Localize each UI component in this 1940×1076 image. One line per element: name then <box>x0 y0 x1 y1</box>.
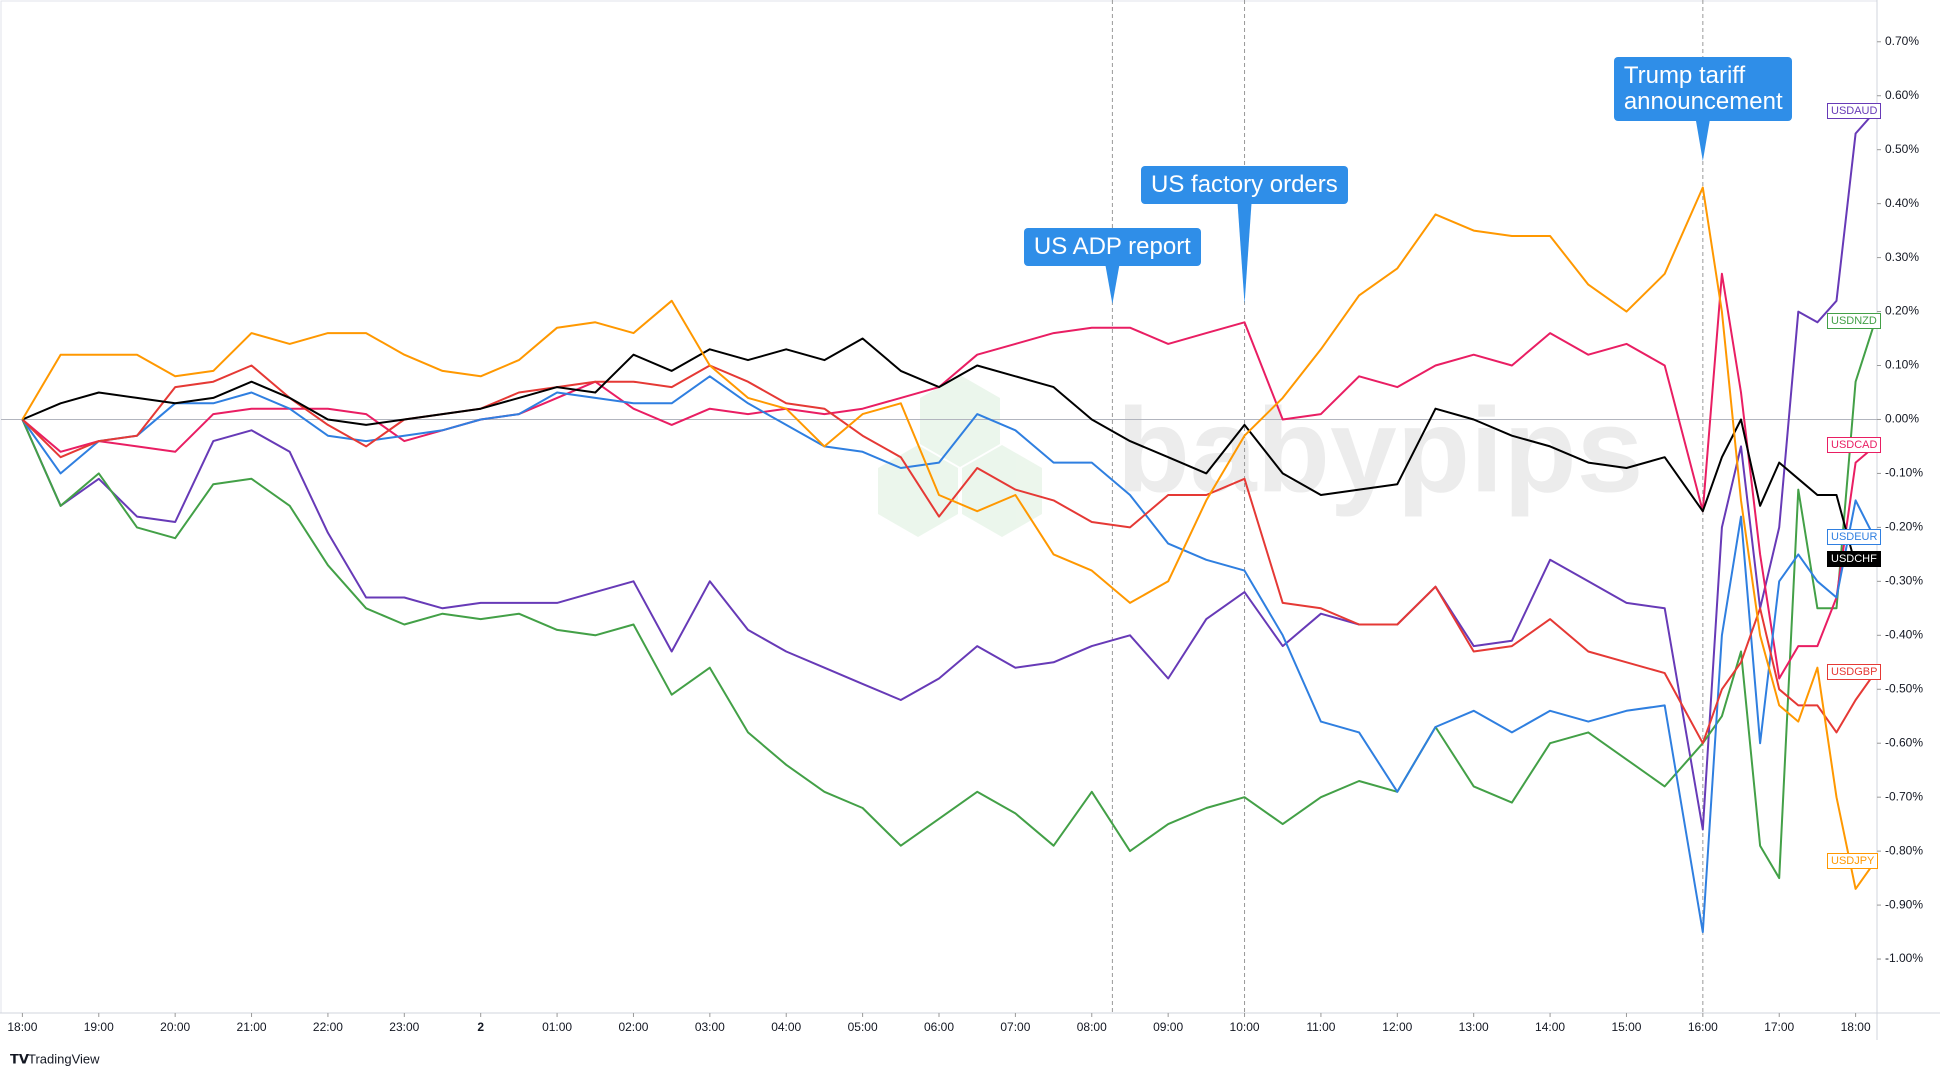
x-tick-label: 16:00 <box>1688 1020 1718 1034</box>
y-tick-label: -1.00% <box>1885 951 1923 965</box>
y-tick-label: 0.30% <box>1885 250 1919 264</box>
series-tag: USDNZD <box>1827 313 1881 330</box>
x-tick-label: 09:00 <box>1153 1020 1183 1034</box>
x-tick-label: 05:00 <box>848 1020 878 1034</box>
annotation: US factory orders <box>1141 166 1348 204</box>
series-line <box>21 375 1876 934</box>
series-line <box>21 186 1876 890</box>
y-tick-label: -0.30% <box>1885 574 1923 588</box>
y-tick-label: -0.60% <box>1885 735 1923 749</box>
series-tag: USDAUD <box>1827 102 1882 119</box>
y-tick-label: -0.20% <box>1885 520 1923 534</box>
series-line <box>21 272 1876 680</box>
x-tick-label: 21:00 <box>237 1020 267 1034</box>
x-tick-label: 18:00 <box>1841 1020 1871 1034</box>
y-tick-label: -0.90% <box>1885 897 1923 911</box>
annotation: US ADP report <box>1023 228 1201 266</box>
x-tick-label: 19:00 <box>84 1020 114 1034</box>
annotation-pointer <box>1237 203 1252 304</box>
y-tick-label: 0.10% <box>1885 358 1919 372</box>
y-tick-label: -0.70% <box>1885 789 1923 803</box>
x-tick-label: 23:00 <box>389 1020 419 1034</box>
series-tag: USDCHF <box>1827 550 1881 567</box>
y-tick-label: 0.40% <box>1885 196 1919 210</box>
x-tick-label: 12:00 <box>1382 1020 1412 1034</box>
series-line <box>22 337 1875 567</box>
y-tick-label: 0.20% <box>1885 304 1919 318</box>
x-tick-label: 17:00 <box>1764 1020 1794 1034</box>
y-tick-label: 0.50% <box>1885 142 1919 156</box>
x-tick-label: 04:00 <box>771 1020 801 1034</box>
x-tick-label: 06:00 <box>924 1020 954 1034</box>
x-tick-label: 18:00 <box>7 1020 37 1034</box>
x-tick-label: 13:00 <box>1459 1020 1489 1034</box>
watermark-logo <box>878 375 1042 537</box>
x-tick-label: 20:00 <box>160 1020 190 1034</box>
series-tag: USDEUR <box>1827 529 1882 546</box>
y-tick-label: 0.70% <box>1885 34 1919 48</box>
x-tick-label: 08:00 <box>1077 1020 1107 1034</box>
y-tick-label: 0.00% <box>1885 412 1919 426</box>
annotation-pointer <box>1695 120 1710 161</box>
x-tick-label: 22:00 <box>313 1020 343 1034</box>
y-tick-label: 0.60% <box>1885 88 1919 102</box>
series-tag: USDJPY <box>1827 852 1879 869</box>
series-tag: USDGBP <box>1827 664 1882 681</box>
y-tick-label: -0.80% <box>1885 843 1923 857</box>
branding-logo: 𝗧𝗩 <box>10 1051 29 1066</box>
branding: TradingView <box>28 1051 100 1066</box>
watermark: babypips <box>1117 384 1644 518</box>
x-tick-label: 10:00 <box>1230 1020 1260 1034</box>
y-tick-label: -0.10% <box>1885 466 1923 480</box>
x-tick-label: 02:00 <box>618 1020 648 1034</box>
x-tick-label: 14:00 <box>1535 1020 1565 1034</box>
x-tick-label: 2 <box>477 1020 484 1034</box>
x-tick-label: 07:00 <box>1000 1020 1030 1034</box>
series-tag: USDCAD <box>1827 437 1882 454</box>
series-line <box>21 364 1876 745</box>
annotation-pointer <box>1105 265 1120 304</box>
x-tick-label: 01:00 <box>542 1020 572 1034</box>
series-line <box>21 321 1876 880</box>
x-tick-label: 15:00 <box>1611 1020 1641 1034</box>
x-tick-label: 11:00 <box>1306 1020 1335 1034</box>
y-tick-label: -0.40% <box>1885 627 1923 641</box>
series-line <box>21 111 1876 831</box>
x-tick-label: 03:00 <box>695 1020 725 1034</box>
annotation: Trump tariff announcement <box>1613 57 1792 121</box>
y-tick-label: -0.50% <box>1885 681 1923 695</box>
